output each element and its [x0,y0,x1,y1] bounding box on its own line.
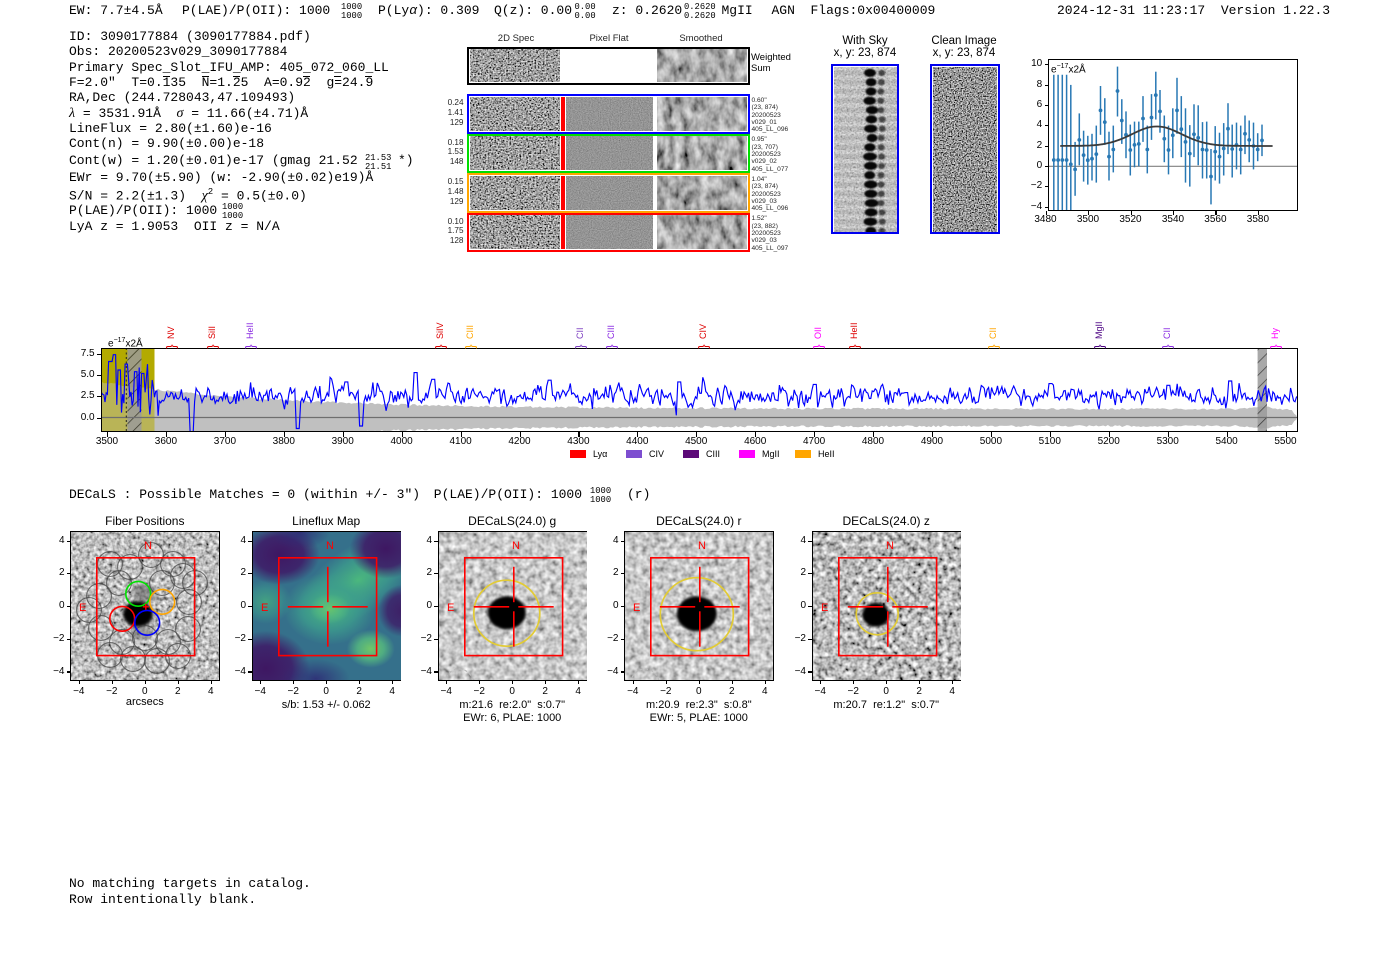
svg-text:E: E [821,602,828,614]
svg-text:E: E [79,602,86,614]
svg-text:N: N [886,540,894,552]
svg-text:N: N [144,540,152,552]
svg-text:E: E [633,602,640,614]
svg-text:E: E [447,602,454,614]
svg-text:N: N [326,540,334,552]
svg-text:N: N [698,540,706,552]
svg-text:E: E [261,602,268,614]
svg-text:N: N [512,540,520,552]
